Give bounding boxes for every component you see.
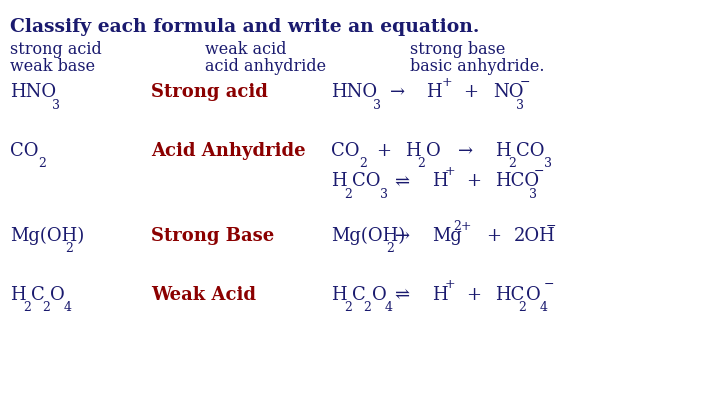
Text: −: − [520,76,531,89]
Text: 3: 3 [52,98,60,111]
Text: 4: 4 [539,301,547,314]
Text: →: → [458,142,473,160]
Text: 3: 3 [380,188,388,200]
Text: 3: 3 [373,98,381,111]
Text: 2: 2 [364,301,372,314]
Text: 3: 3 [529,188,537,200]
Text: 2: 2 [344,301,352,314]
Text: H: H [331,172,347,190]
Text: −: − [544,278,554,291]
Text: CO: CO [516,142,545,160]
Text: Acid Anhydride: Acid Anhydride [151,142,306,160]
Text: +: + [467,286,482,304]
Text: strong acid: strong acid [10,40,102,58]
Text: CO: CO [331,142,360,160]
Text: HNO: HNO [331,83,377,101]
Text: 2: 2 [23,301,31,314]
Text: →: → [395,227,410,245]
Text: →: → [390,83,405,101]
Text: H: H [331,286,347,304]
Text: C: C [31,286,45,304]
Text: H: H [495,142,511,160]
Text: H: H [10,286,26,304]
Text: +: + [377,142,392,160]
Text: 2: 2 [508,157,516,170]
Text: HNO: HNO [10,83,56,101]
Text: HCO: HCO [495,172,539,190]
Text: O: O [50,286,65,304]
Text: NO: NO [493,83,523,101]
Text: acid anhydride: acid anhydride [205,58,326,75]
Text: O: O [526,286,541,304]
Text: 2: 2 [518,301,526,314]
Text: O: O [372,286,386,304]
Text: strong base: strong base [410,40,505,58]
Text: +: + [463,83,478,101]
Text: +: + [486,227,501,245]
Text: 2: 2 [344,188,352,200]
Text: 3: 3 [544,157,552,170]
Text: CO: CO [10,142,39,160]
Text: Weak Acid: Weak Acid [151,286,256,304]
Text: Classify each formula and write an equation.: Classify each formula and write an equat… [10,18,480,36]
Text: 2OH: 2OH [514,227,556,245]
Text: weak acid: weak acid [205,40,287,58]
Text: 2: 2 [38,157,46,170]
Text: O: O [426,142,440,160]
Text: basic anhydride.: basic anhydride. [410,58,545,75]
Text: +: + [441,76,452,89]
Text: 4: 4 [63,301,71,314]
Text: Strong Base: Strong Base [151,227,274,245]
Text: weak base: weak base [10,58,95,75]
Text: +: + [445,278,456,291]
Text: ⇌: ⇌ [395,172,410,190]
Text: 2+: 2+ [454,220,472,232]
Text: Mg: Mg [432,227,462,245]
Text: 2: 2 [386,242,394,255]
Text: H: H [432,172,448,190]
Text: 2: 2 [42,301,50,314]
Text: 2: 2 [65,242,73,255]
Text: H: H [432,286,448,304]
Text: H: H [426,83,442,101]
Text: Mg(OH): Mg(OH) [331,227,405,245]
Text: CO: CO [352,172,381,190]
Text: +: + [467,172,482,190]
Text: ⇌: ⇌ [395,286,410,304]
Text: 2: 2 [359,157,367,170]
Text: H: H [405,142,420,160]
Text: −: − [546,220,557,232]
Text: −: − [534,165,544,178]
Text: Strong acid: Strong acid [151,83,268,101]
Text: +: + [445,165,456,178]
Text: Mg(OH): Mg(OH) [10,227,84,245]
Text: C: C [352,286,366,304]
Text: HC: HC [495,286,525,304]
Text: 4: 4 [384,301,392,314]
Text: 2: 2 [418,157,426,170]
Text: 3: 3 [516,98,523,111]
